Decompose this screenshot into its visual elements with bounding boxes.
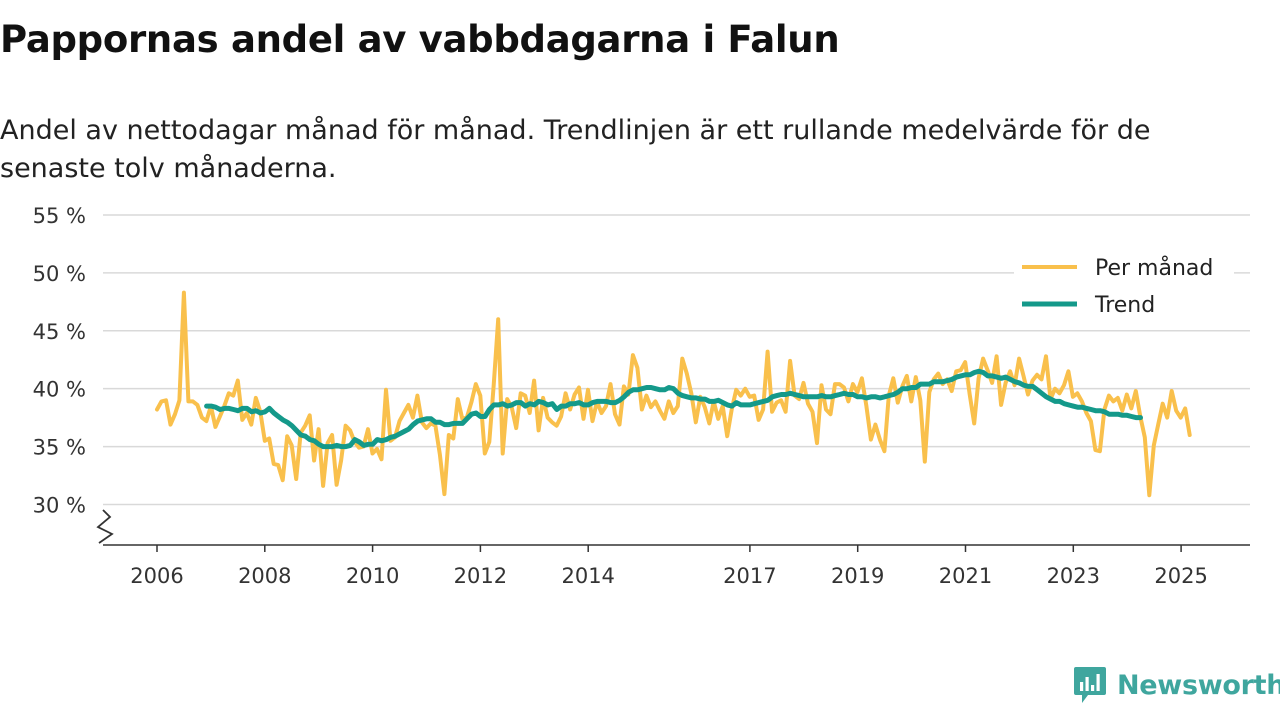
brand-logo: Newsworthy [1073,666,1280,704]
x-tick-label-2012: 2012 [454,564,507,588]
x-tick-label-2019: 2019 [831,564,884,588]
x-tick-label-2025: 2025 [1154,564,1207,588]
chart-subtitle: Andel av nettodagar månad för månad. Tre… [0,115,1151,184]
x-tick-label-2006: 2006 [130,564,183,588]
y-tick-label-30: 30 % [33,493,86,517]
x-tick-label-2021: 2021 [939,564,992,588]
y-axis-tick-labels: 30 % 35 % 40 % 45 % 50 % 55 % [33,204,86,517]
series-line-per-m-nad [155,290,1192,498]
y-tick-label-40: 40 % [33,378,86,402]
x-tick-label-2017: 2017 [723,564,776,588]
x-tick-label-2010: 2010 [346,564,399,588]
x-axis-tick-labels: 2006 2008 2010 2012 2014 2017 2019 2021 2023 2025 [130,545,1208,588]
chart-title: Pappornas andel av vabbdagarna i Falun [0,18,840,61]
y-tick-label-45: 45 % [33,320,86,344]
y-tick-label-50: 50 % [33,262,86,286]
legend-label-trend: Trend [1094,293,1155,318]
brand-name: Newsworthy [1117,669,1280,701]
series-line-trend [204,368,1143,450]
x-tick-label-2023: 2023 [1047,564,1100,588]
y-tick-label-35: 35 % [33,436,86,460]
axis-break-icon [96,509,114,544]
x-tick-label-2008: 2008 [238,564,291,588]
y-tick-label-55: 55 % [33,204,86,228]
newsworthy-logo-icon [1074,667,1106,703]
x-tick-label-2014: 2014 [561,564,614,588]
series-lines [155,290,1192,498]
legend: Per månad Trend [1014,250,1234,320]
legend-label-per-manad: Per månad [1095,255,1213,281]
x-axis [96,509,1250,546]
legend-background [1014,250,1234,320]
